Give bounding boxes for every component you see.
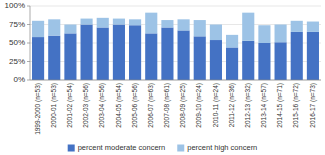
- x-tick-label: 2015-16 (n=72): [292, 83, 300, 128]
- bar: [226, 35, 238, 48]
- bar: [81, 19, 93, 25]
- bar: [48, 36, 60, 80]
- bar: [161, 20, 173, 27]
- y-tick: [27, 80, 30, 81]
- bar: [307, 32, 319, 80]
- bar: [145, 33, 157, 80]
- x-tick-label: 2009-10 (n=24): [195, 83, 203, 128]
- bar: [210, 40, 222, 80]
- x-tick-label: 2002-03 (n=56): [82, 83, 90, 128]
- x-tick-label: 2008-09 (n=25): [179, 83, 187, 128]
- x-tick-label: 2014-15 (n=71): [276, 83, 284, 128]
- bar: [210, 25, 222, 41]
- bar: [178, 30, 190, 80]
- y-tick-label: 75%: [9, 20, 25, 29]
- legend: percent moderate concern percent high con…: [68, 143, 258, 152]
- x-tick-label: 2010-11 (n=24): [212, 83, 220, 127]
- bar: [275, 25, 287, 43]
- bar: [97, 27, 109, 80]
- legend-label: percent high concern: [187, 143, 257, 152]
- bar: [307, 22, 319, 32]
- bar: [258, 43, 270, 80]
- y-tick-label: 25%: [9, 57, 25, 66]
- bar: [194, 36, 206, 80]
- legend-label: percent moderate concern: [78, 143, 166, 152]
- bar: [178, 19, 190, 30]
- y-tick: [27, 61, 30, 62]
- bar: [113, 25, 125, 81]
- y-tick: [27, 43, 30, 44]
- bar: [226, 47, 238, 80]
- legend-swatch: [68, 145, 75, 152]
- legend-swatch: [177, 145, 184, 152]
- bar: [145, 13, 157, 34]
- bar: [64, 33, 76, 80]
- bar: [291, 21, 303, 32]
- bar: [242, 41, 254, 80]
- bar: [291, 32, 303, 80]
- y-tick-label: 100%: [5, 1, 25, 10]
- x-tick-label: 2012-13 (n=32): [244, 83, 252, 128]
- x-tick-label: 2000-01 (n=53): [50, 83, 58, 128]
- y-axis: [30, 6, 31, 80]
- x-tick-label: 2006-07 (n=63): [147, 83, 155, 128]
- y-tick-label: 0%: [13, 75, 25, 84]
- bar: [113, 19, 125, 25]
- bar: [129, 19, 141, 25]
- bar: [194, 20, 206, 36]
- x-tick-label: 1999-2000 (n=53): [34, 83, 42, 135]
- x-tick-label: 2011-12 (n=36): [228, 83, 236, 127]
- x-tick-label: 2005-06 (n=56): [131, 83, 139, 128]
- bar: [81, 25, 93, 81]
- bar: [97, 18, 109, 28]
- bar: [32, 21, 44, 37]
- bar: [275, 42, 287, 80]
- x-tick-label: 2007-08 (n=61): [163, 83, 171, 128]
- bar: [32, 37, 44, 80]
- bar: [161, 27, 173, 80]
- y-tick-label: 50%: [9, 38, 25, 47]
- grid-line: [30, 6, 321, 7]
- x-tick-label: 2016-17 (n=73): [309, 83, 317, 128]
- chart: 0% 25% 50% 75% 100% 1999-2000 (n=53) 2000-01 (…: [0, 0, 325, 155]
- x-tick-label: 2001-02 (n=54): [66, 83, 74, 128]
- x-tick-label: 2003-04 (n=56): [98, 83, 106, 128]
- bar: [258, 25, 270, 43]
- bars: [32, 13, 319, 80]
- y-tick: [27, 24, 30, 25]
- x-tick-label: 2013-14 (n=57): [260, 83, 268, 128]
- bar: [129, 25, 141, 80]
- y-tick: [27, 6, 30, 7]
- grid-line: [30, 80, 321, 81]
- bar: [64, 25, 76, 34]
- bar: [242, 13, 254, 41]
- bar: [48, 19, 60, 35]
- x-axis: [30, 80, 321, 81]
- x-tick-label: 2004-05 (n=54): [115, 83, 123, 128]
